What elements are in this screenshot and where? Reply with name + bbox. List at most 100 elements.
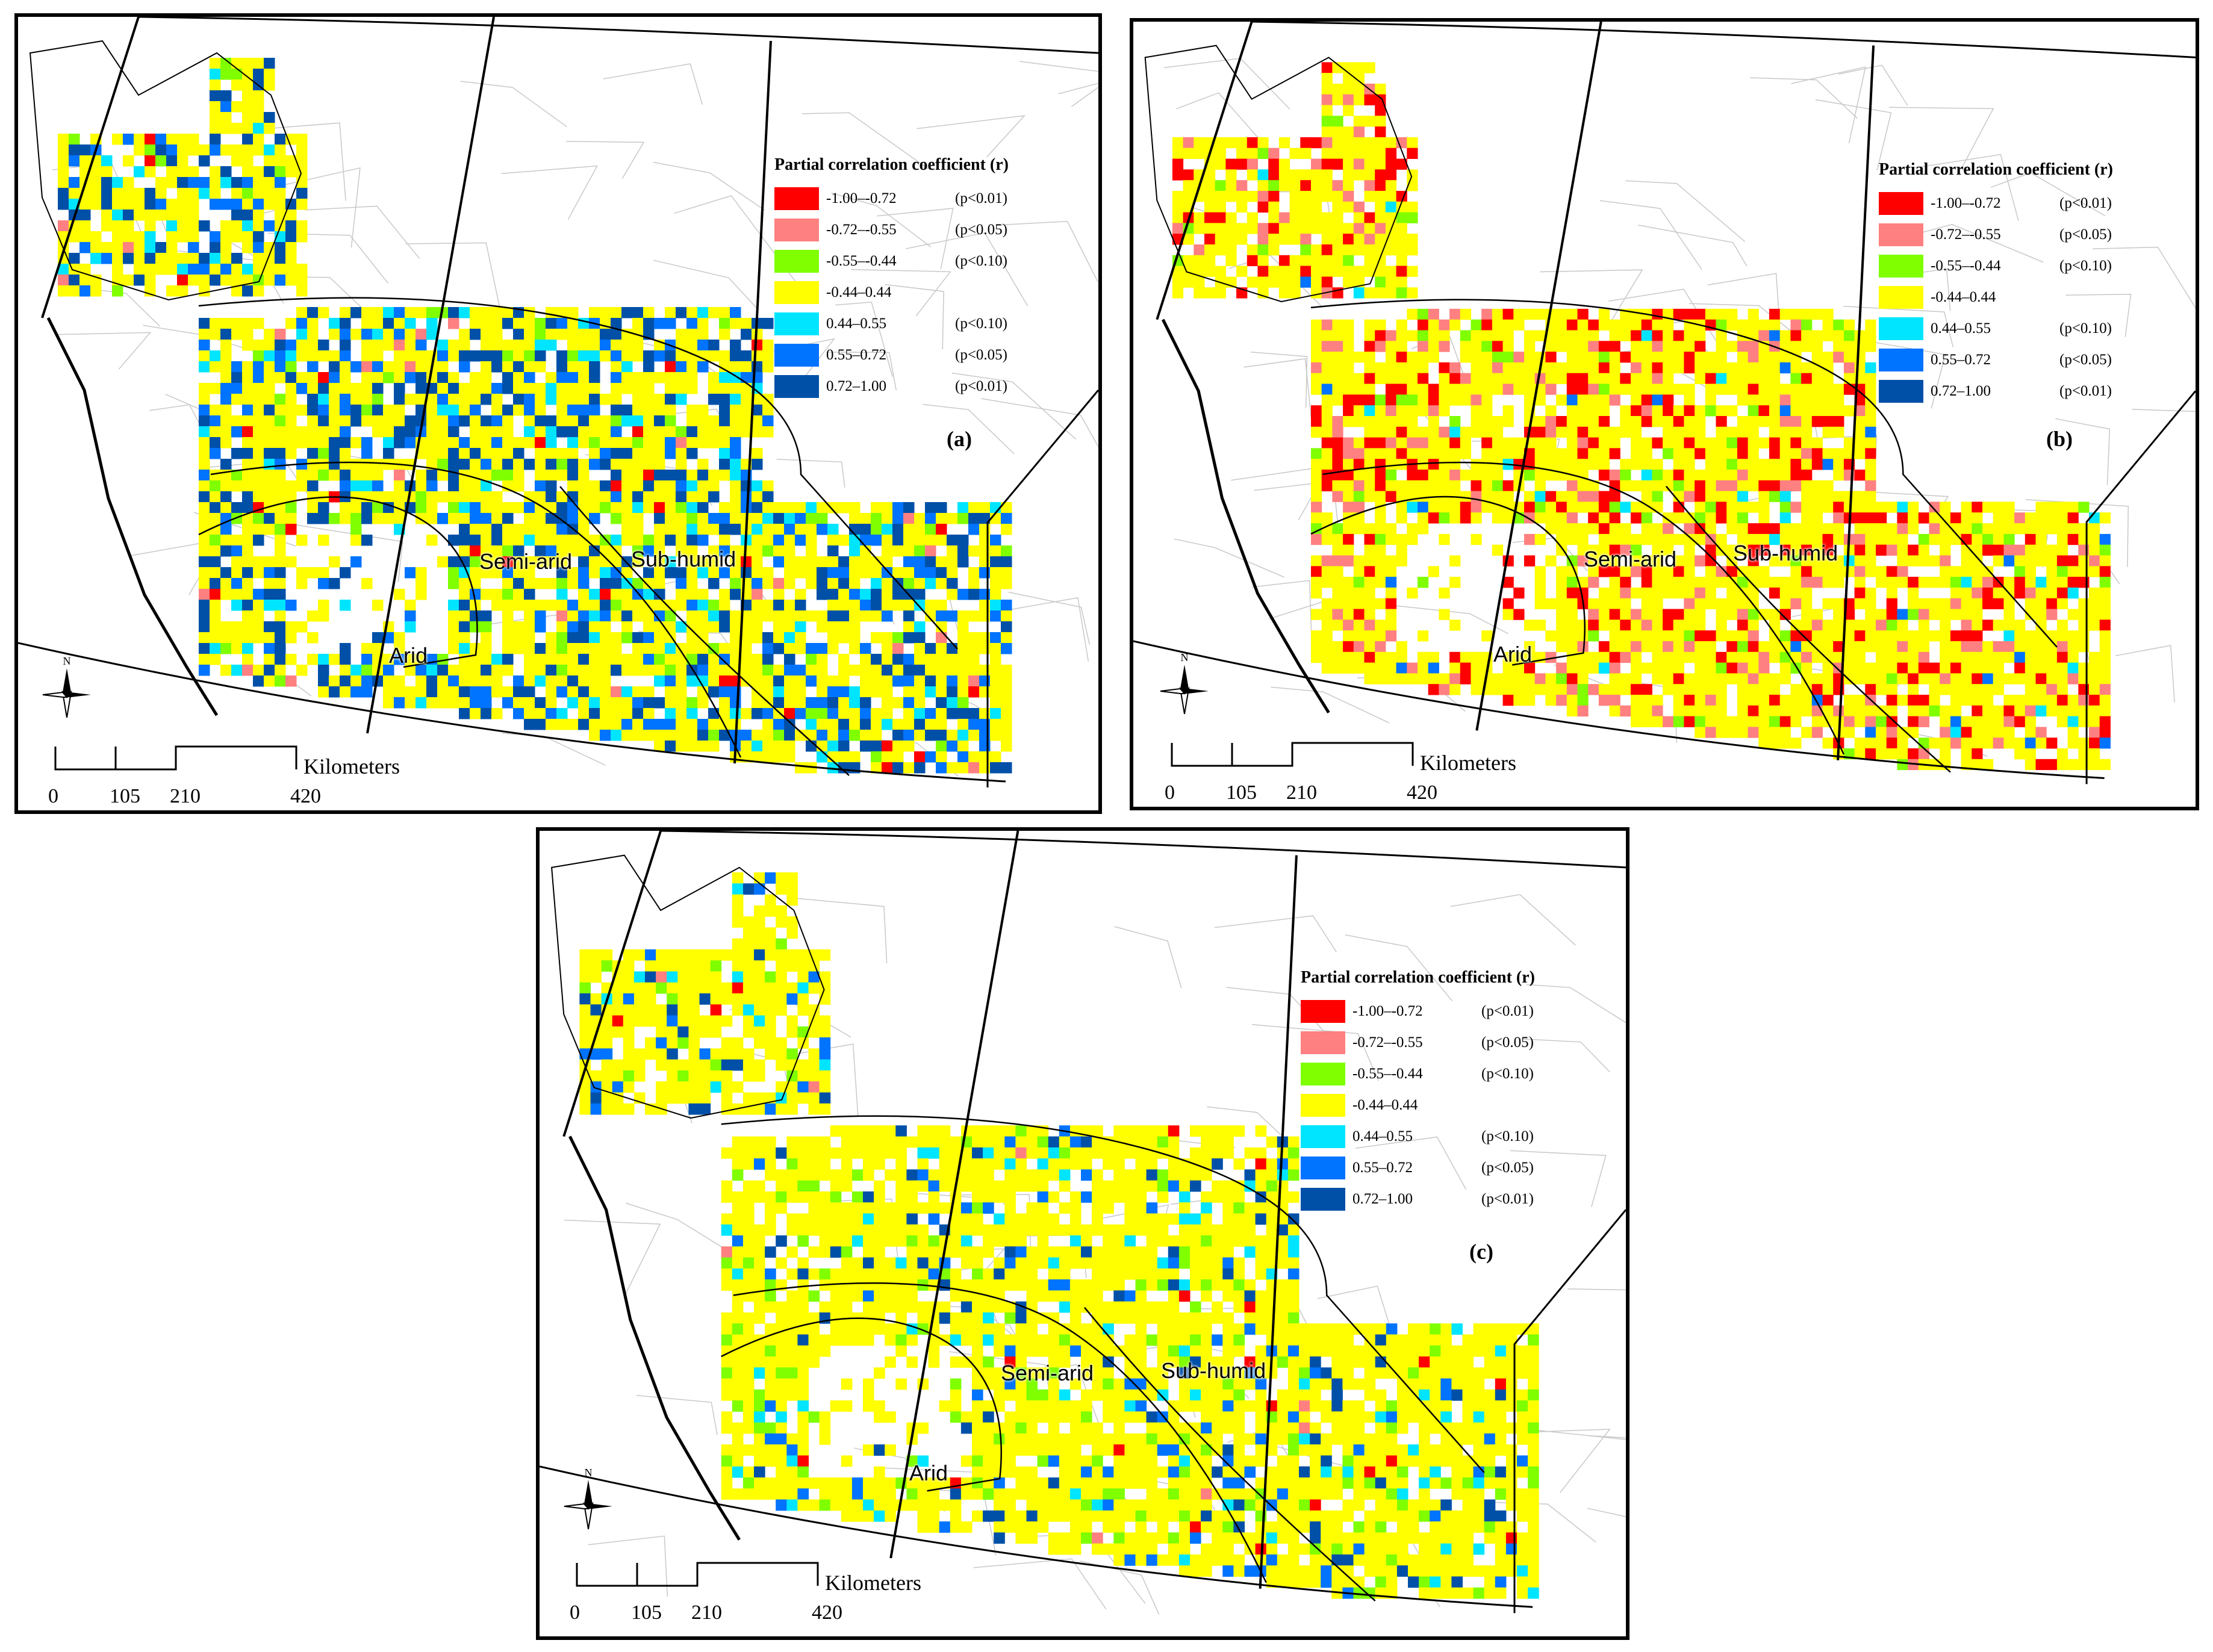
raster-cell xyxy=(1748,577,1759,588)
raster-cell xyxy=(1364,630,1375,642)
raster-cell xyxy=(643,415,655,427)
raster-cell xyxy=(329,556,340,568)
raster-cell xyxy=(296,220,308,232)
raster-cell xyxy=(752,405,763,416)
raster-cell xyxy=(1332,662,1343,674)
raster-cell xyxy=(1609,523,1620,535)
raster-cell xyxy=(741,394,752,405)
raster-cell xyxy=(1684,705,1695,717)
raster-cell xyxy=(1502,341,1514,352)
raster-cell xyxy=(231,144,243,156)
raster-cell xyxy=(773,686,785,698)
raster-cell xyxy=(990,675,1001,687)
raster-cell xyxy=(1705,598,1716,609)
raster-cell xyxy=(470,643,481,654)
raster-cell xyxy=(524,350,535,362)
raster-cell xyxy=(296,285,308,297)
raster-cell xyxy=(1385,330,1397,341)
raster-cell xyxy=(1811,352,1823,363)
raster-cell xyxy=(903,502,915,514)
raster-cell xyxy=(632,610,644,622)
raster-cell xyxy=(708,480,720,492)
raster-cell xyxy=(741,708,752,719)
raster-cell xyxy=(264,567,275,579)
raster-cell xyxy=(741,361,752,373)
raster-cell xyxy=(654,556,665,568)
raster-cell xyxy=(372,632,384,644)
raster-cell xyxy=(307,340,319,351)
raster-cell xyxy=(296,426,308,438)
raster-cell xyxy=(1620,577,1631,588)
raster-cell xyxy=(1609,426,1620,438)
raster-cell xyxy=(1247,137,1258,149)
raster-cell xyxy=(1705,716,1716,727)
raster-cell xyxy=(220,340,232,351)
raster-cell xyxy=(795,600,806,611)
raster-cell xyxy=(1343,630,1354,642)
raster-cell xyxy=(1321,630,1333,642)
raster-cell xyxy=(957,513,969,524)
raster-cell xyxy=(1545,384,1557,395)
raster-cell xyxy=(1460,448,1471,459)
raster-cell xyxy=(903,535,915,546)
legend-item: 0.44–0.55 (p<0.10) xyxy=(774,308,1009,340)
raster-cell xyxy=(556,415,568,427)
raster-cell xyxy=(708,513,720,524)
raster-cell xyxy=(253,220,264,232)
raster-cell xyxy=(849,535,861,546)
raster-cell xyxy=(871,556,882,568)
raster-cell xyxy=(90,275,102,286)
raster-cell xyxy=(1758,491,1770,502)
raster-cell xyxy=(730,405,741,416)
raster-cell xyxy=(361,480,373,492)
east-boundary-line xyxy=(2085,390,2196,784)
raster-cell xyxy=(621,383,633,394)
raster-cell xyxy=(285,242,297,253)
raster-cell xyxy=(307,470,319,481)
raster-cell xyxy=(741,350,752,362)
raster-cell xyxy=(1940,533,1951,545)
raster-cell xyxy=(1833,470,1844,481)
raster-cell xyxy=(2046,684,2058,695)
raster-cell xyxy=(1641,684,1652,695)
raster-cell xyxy=(1460,673,1471,685)
raster-cell xyxy=(1769,491,1781,502)
raster-cell xyxy=(1385,662,1397,674)
raster-cell xyxy=(1822,448,1834,459)
raster-cell xyxy=(1588,394,1599,406)
raster-cell xyxy=(795,556,806,568)
raster-cell xyxy=(2067,759,2079,771)
raster-cell xyxy=(1716,651,1727,663)
scale-tick-label: 105 xyxy=(110,785,140,807)
raster-cell xyxy=(1385,416,1397,427)
raster-cell xyxy=(242,134,254,145)
raster-cell xyxy=(1396,480,1407,492)
raster-cell xyxy=(1940,673,1951,685)
raster-cell xyxy=(892,665,904,676)
raster-cell xyxy=(1289,148,1301,159)
raster-cell xyxy=(1332,244,1343,256)
raster-cell xyxy=(1673,448,1684,459)
raster-cell xyxy=(1993,620,2004,631)
raster-cell xyxy=(199,643,210,654)
legend-swatch xyxy=(774,187,819,210)
raster-cell xyxy=(936,632,947,644)
raster-cell xyxy=(1631,555,1642,567)
raster-cell xyxy=(1385,523,1397,535)
raster-cell xyxy=(686,405,698,416)
raster-cell xyxy=(1385,673,1397,685)
raster-cell xyxy=(1311,651,1322,663)
raster-cell xyxy=(1876,502,1887,513)
raster-cell xyxy=(1364,137,1375,149)
raster-cell xyxy=(567,719,579,730)
raster-cell xyxy=(1343,191,1354,202)
raster-cell xyxy=(1876,533,1887,545)
raster-cell xyxy=(1876,630,1887,642)
raster-cell xyxy=(1705,352,1716,363)
raster-cell xyxy=(556,383,568,394)
raster-cell xyxy=(1961,684,1972,695)
raster-cell xyxy=(2078,620,2090,631)
raster-cell xyxy=(1598,373,1610,384)
raster-cell xyxy=(372,361,384,373)
raster-cell xyxy=(1268,148,1280,159)
